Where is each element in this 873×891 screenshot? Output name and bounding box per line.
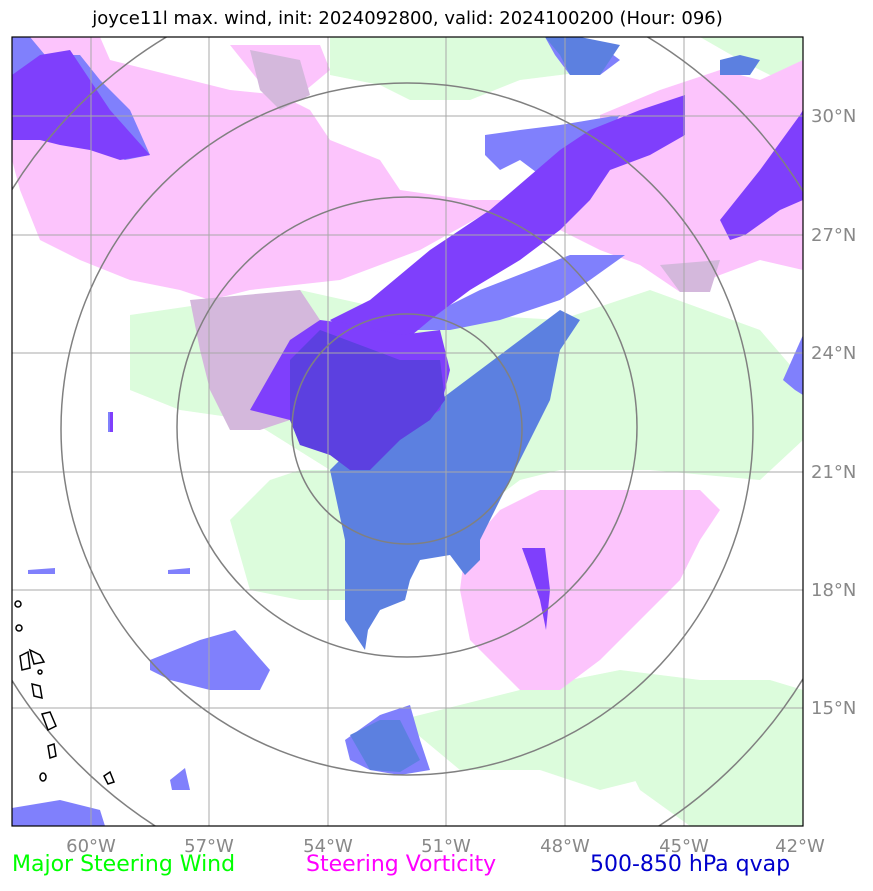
island-coastlines — [14, 600, 115, 785]
legend-steering-wind: Major Steering Wind — [12, 852, 236, 877]
lat-tick-label: 30°N — [811, 106, 856, 127]
map-gridlines — [12, 37, 803, 826]
legend-steering-vorticity: Steering Vorticity — [306, 852, 497, 877]
lat-tick-label: 21°N — [811, 462, 856, 483]
lon-tick-label: 51°W — [421, 836, 471, 857]
lon-tick-label: 57°W — [184, 836, 234, 857]
map-frame — [11, 36, 804, 827]
lon-tick-label: 54°W — [303, 836, 353, 857]
lat-tick-label: 24°N — [811, 343, 856, 364]
lat-tick-label: 15°N — [811, 698, 856, 719]
lon-tick-label: 60°W — [66, 836, 116, 857]
qvap-overlap-fields — [290, 330, 445, 470]
lon-tick-label: 45°W — [659, 836, 709, 857]
legend-qvap: 500-850 hPa qvap — [590, 852, 791, 877]
lon-tick-label: 42°W — [775, 836, 825, 857]
longitude-tick-labels: 60°W 57°W 54°W 51°W 48°W 45°W 42°W — [66, 836, 825, 857]
map-title: joyce11l max. wind, init: 2024092800, va… — [92, 8, 723, 29]
lat-tick-label: 18°N — [811, 580, 856, 601]
latitude-tick-labels: 30°N 27°N 24°N 21°N 18°N 15°N — [811, 106, 856, 719]
lat-tick-label: 27°N — [811, 225, 856, 246]
lon-tick-label: 48°W — [540, 836, 590, 857]
